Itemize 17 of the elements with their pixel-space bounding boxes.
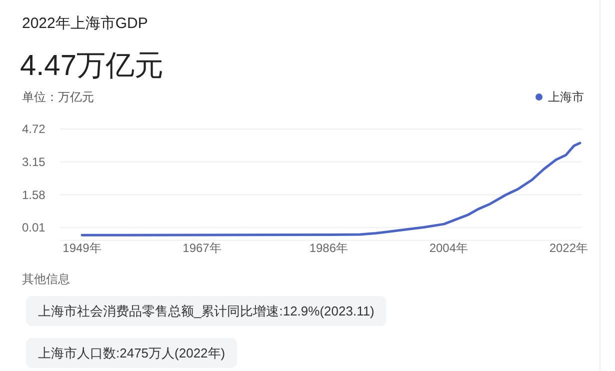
x-tick-label: 2022年 bbox=[549, 241, 588, 255]
y-tick-label: 0.01 bbox=[22, 220, 46, 235]
x-tick-label: 1986年 bbox=[309, 241, 348, 255]
text: 上海市社会消费品零售总额_累计同比增速:12.9%(2023.11) bbox=[38, 304, 374, 318]
chart-subtitle: 4.47万亿元 bbox=[20, 50, 164, 82]
y-tick-label: 1.58 bbox=[22, 188, 46, 202]
x-tick-label: 1967年 bbox=[182, 241, 222, 255]
x-tick-label: 2004年 bbox=[429, 241, 468, 255]
legend-label: 上海市 bbox=[548, 90, 584, 104]
y-tick-label: 4.72 bbox=[22, 122, 46, 136]
y-axis-title: 单位：万亿元 bbox=[22, 90, 94, 104]
text: 其他信息 bbox=[22, 272, 70, 286]
text: 上海市人口数:2475万人(2022年) bbox=[38, 346, 226, 360]
y-tick-label: 3.15 bbox=[22, 154, 46, 169]
line-series bbox=[80, 142, 582, 236]
chart-title: 2022年上海市GDP bbox=[22, 15, 148, 32]
x-tick-label: 1949年 bbox=[62, 241, 102, 255]
